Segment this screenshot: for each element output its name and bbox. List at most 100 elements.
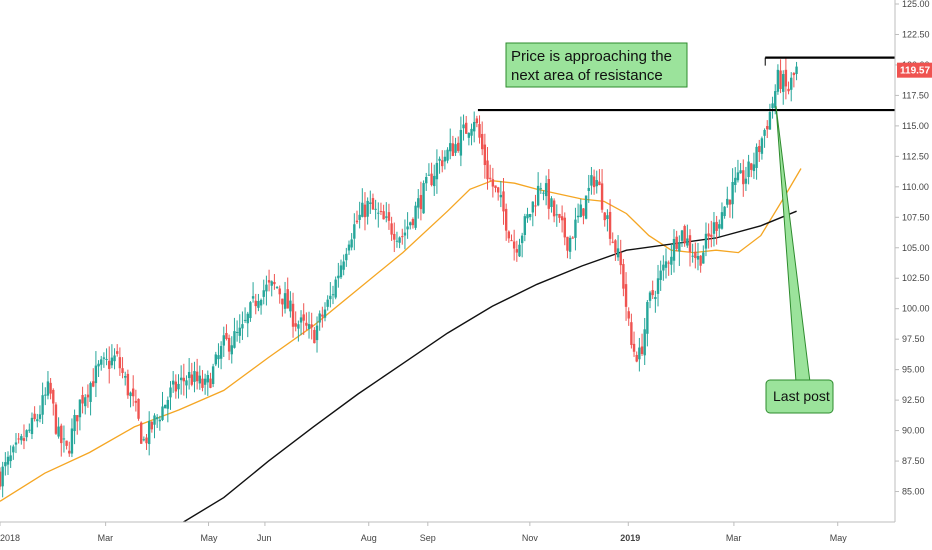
candle-body xyxy=(414,205,417,228)
moving-average-short xyxy=(0,168,802,502)
candle-body xyxy=(768,112,772,130)
moving-average-short-line xyxy=(0,168,802,502)
candle-body xyxy=(518,244,521,257)
y-tick-label: 92.50 xyxy=(902,395,925,405)
candle-body xyxy=(86,394,90,398)
candle-body xyxy=(92,381,95,387)
candle-body xyxy=(480,133,484,150)
candle-body xyxy=(121,368,124,373)
y-tick-label: 115.00 xyxy=(902,121,929,131)
y-tick-label: 95.00 xyxy=(902,365,925,375)
candle-body xyxy=(257,300,260,308)
y-tick-label: 110.00 xyxy=(902,182,929,192)
annotation-last-post-text: Last post xyxy=(773,388,830,404)
candle-body xyxy=(137,398,140,419)
candle-body xyxy=(203,378,207,385)
candle-body xyxy=(747,161,750,178)
last-price-tag-bg xyxy=(897,62,932,78)
candle-body xyxy=(574,219,577,238)
candle-body xyxy=(720,212,724,229)
candle-body xyxy=(640,346,644,354)
candle-body xyxy=(667,262,670,264)
candle-body xyxy=(441,160,444,167)
candle-body xyxy=(558,213,561,218)
candle-body xyxy=(566,236,569,251)
candle-body xyxy=(177,383,180,390)
candle-body xyxy=(369,202,372,204)
candle-body xyxy=(417,198,420,208)
candle-body xyxy=(726,198,729,205)
candle-body xyxy=(14,442,18,445)
candle-body xyxy=(491,179,495,187)
candle-body xyxy=(523,216,527,236)
candle-body xyxy=(664,261,668,268)
x-tick-label: Nov xyxy=(522,533,539,543)
annotation-last-post: Last post xyxy=(765,105,834,414)
candle-body xyxy=(116,351,119,354)
candle-body xyxy=(648,292,652,301)
candle-body xyxy=(347,244,351,251)
candle-body xyxy=(595,180,598,187)
candle-body xyxy=(600,183,604,210)
candle-body xyxy=(550,198,553,207)
candle-body xyxy=(475,118,479,124)
candle-body xyxy=(315,325,319,341)
candle-body xyxy=(238,327,241,336)
candle-body xyxy=(321,314,324,317)
y-tick-label: 90.00 xyxy=(902,426,925,436)
candle-body xyxy=(656,278,660,294)
candle-body xyxy=(166,399,170,409)
candle-body xyxy=(624,284,628,307)
candle-body xyxy=(782,74,785,92)
candle-body xyxy=(779,70,782,89)
candle-body xyxy=(512,241,516,249)
candle-body xyxy=(0,471,2,487)
candle-body xyxy=(81,394,84,404)
candle-body xyxy=(723,206,726,217)
candle-body xyxy=(281,298,284,305)
candle-body xyxy=(483,144,487,166)
x-tick-label: 2019 xyxy=(620,533,640,543)
annotation-last-post-box xyxy=(765,379,834,414)
candle-body xyxy=(22,438,26,441)
candle-body xyxy=(731,181,734,205)
candle-body xyxy=(603,212,606,221)
y-tick-label: 100.00 xyxy=(902,304,930,314)
candle-body xyxy=(297,324,300,329)
candle-body xyxy=(270,281,273,286)
candle-body xyxy=(654,297,657,300)
candle-body xyxy=(60,425,63,444)
candle-body xyxy=(158,419,162,422)
candle-body xyxy=(283,293,287,309)
candle-body xyxy=(222,335,225,346)
candle-body xyxy=(339,265,343,278)
candle-body xyxy=(9,455,12,462)
y-tick-label: 105.00 xyxy=(902,243,930,253)
candle-body xyxy=(776,69,780,92)
candle-body xyxy=(28,429,31,431)
candle-body xyxy=(449,143,452,152)
x-tick-label: Jun xyxy=(257,533,272,543)
candle-body xyxy=(113,355,116,362)
x-axis-ticks: 2018 Mar May Jun Aug Sep Nov 2019 Mar May xyxy=(0,522,847,543)
candle-body xyxy=(259,299,263,306)
candle-body xyxy=(76,415,79,422)
candle-body xyxy=(275,286,279,288)
candle-body xyxy=(355,220,359,223)
candle-body xyxy=(302,314,305,321)
candle-body xyxy=(102,357,106,359)
candle-body xyxy=(734,177,737,186)
candle-body xyxy=(401,236,404,238)
candle-body xyxy=(425,176,428,184)
candle-body xyxy=(608,211,612,239)
candle-body xyxy=(230,345,233,355)
candle-body xyxy=(672,238,676,261)
candle-body xyxy=(361,202,364,217)
candle-body xyxy=(377,212,380,214)
candle-body xyxy=(97,363,100,367)
candle-body xyxy=(350,239,353,248)
candle-body xyxy=(20,436,23,441)
candle-body xyxy=(454,144,457,153)
candle-body xyxy=(129,392,132,397)
candle-body xyxy=(217,355,220,360)
